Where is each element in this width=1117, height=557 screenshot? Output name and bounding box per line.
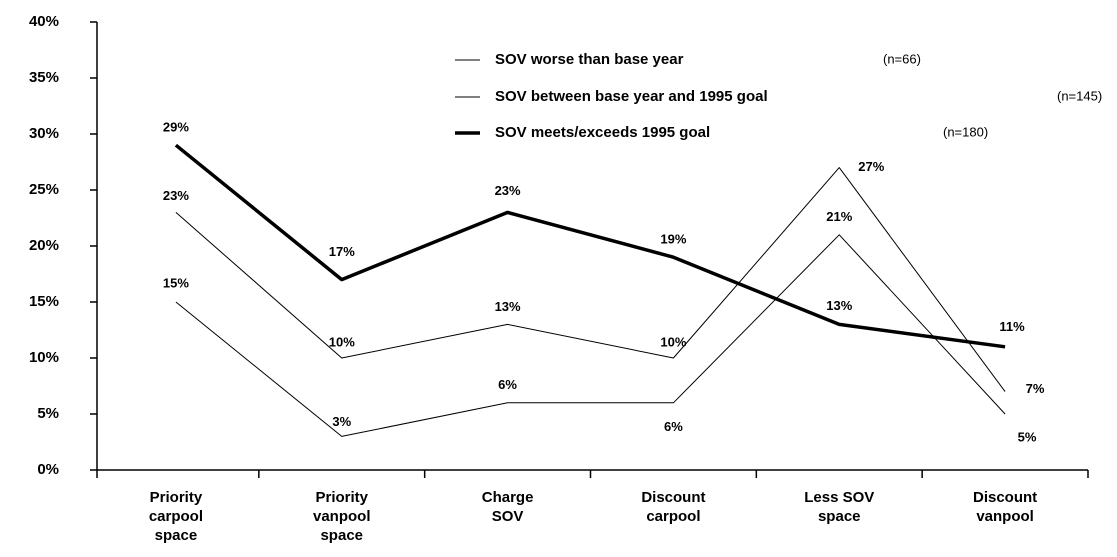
x-tick-label: Discount xyxy=(641,489,705,506)
data-label: 29% xyxy=(163,120,189,135)
data-label: 13% xyxy=(826,298,852,313)
data-label: 10% xyxy=(329,334,355,349)
y-tick-label: 10% xyxy=(29,349,59,366)
x-tick-label: SOV xyxy=(492,508,524,525)
data-label: 6% xyxy=(664,419,683,434)
y-tick-label: 30% xyxy=(29,125,59,142)
y-tick-label: 40% xyxy=(29,13,59,30)
y-tick-label: 20% xyxy=(29,237,59,254)
x-tick-label: carpool xyxy=(646,508,700,525)
data-label: 27% xyxy=(858,159,884,174)
data-label: 7% xyxy=(1026,381,1045,396)
data-label: 13% xyxy=(495,299,521,314)
y-tick-label: 25% xyxy=(29,181,59,198)
data-label: 21% xyxy=(826,209,852,224)
x-tick-label: space xyxy=(818,508,861,525)
x-tick-label: Discount xyxy=(973,489,1037,506)
x-tick-label: Priority xyxy=(150,489,203,506)
data-label: 11% xyxy=(999,319,1025,334)
data-label: 19% xyxy=(660,232,686,247)
data-label: 23% xyxy=(495,183,521,198)
y-tick-label: 5% xyxy=(37,405,59,422)
legend-label: SOV meets/exceeds 1995 goal xyxy=(495,124,710,141)
series-line xyxy=(174,143,1006,349)
data-label: 17% xyxy=(329,244,355,259)
data-label: 3% xyxy=(332,414,351,429)
x-tick-label: vanpool xyxy=(976,508,1034,525)
series-line xyxy=(175,167,1006,392)
x-tick-label: Less SOV xyxy=(804,489,874,506)
x-tick-label: Charge xyxy=(482,489,534,506)
x-tick-label: vanpool xyxy=(313,508,371,525)
x-tick-label: space xyxy=(155,527,198,544)
legend-n: (n=145) xyxy=(1057,88,1102,103)
series-line xyxy=(175,234,1006,437)
data-label: 15% xyxy=(163,275,189,290)
x-tick-label: space xyxy=(320,527,363,544)
data-label: 23% xyxy=(163,188,189,203)
legend-label: SOV worse than base year xyxy=(495,51,684,68)
data-label: 10% xyxy=(660,334,686,349)
x-tick-label: carpool xyxy=(149,508,203,525)
y-tick-label: 0% xyxy=(37,461,59,478)
data-label: 6% xyxy=(498,377,517,392)
y-tick-label: 15% xyxy=(29,293,59,310)
legend-label: SOV between base year and 1995 goal xyxy=(495,88,768,105)
y-tick-label: 35% xyxy=(29,69,59,86)
data-label: 5% xyxy=(1018,429,1037,444)
legend-n: (n=66) xyxy=(883,51,921,66)
x-tick-label: Priority xyxy=(315,489,368,506)
legend-n: (n=180) xyxy=(943,124,988,139)
